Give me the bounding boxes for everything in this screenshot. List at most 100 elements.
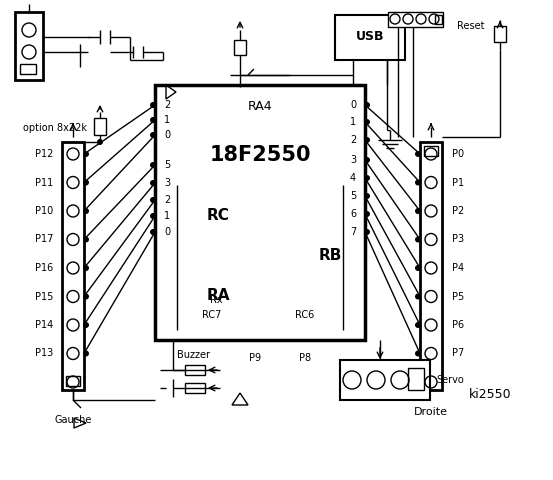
Text: P7: P7 — [452, 348, 464, 359]
Text: P9: P9 — [249, 353, 261, 363]
Circle shape — [150, 197, 156, 203]
Circle shape — [150, 180, 156, 186]
Circle shape — [415, 151, 421, 157]
Circle shape — [150, 229, 156, 235]
Text: 0: 0 — [164, 130, 170, 140]
Bar — [20, 64, 36, 74]
Text: 2: 2 — [164, 100, 170, 110]
Bar — [15, 12, 43, 80]
Circle shape — [150, 117, 156, 123]
Circle shape — [364, 119, 370, 125]
Text: 6: 6 — [350, 209, 356, 219]
Bar — [155, 85, 365, 340]
Text: P12: P12 — [35, 149, 53, 159]
Bar — [335, 15, 405, 60]
Text: Rx: Rx — [210, 295, 223, 305]
Text: 5: 5 — [350, 191, 356, 201]
Bar — [66, 376, 80, 386]
Bar — [420, 142, 442, 390]
Text: 5: 5 — [164, 160, 170, 170]
Circle shape — [415, 208, 421, 214]
Bar — [408, 368, 424, 390]
Bar — [494, 26, 506, 42]
Circle shape — [150, 102, 156, 108]
Circle shape — [415, 322, 421, 328]
Text: option 8x22k: option 8x22k — [23, 123, 87, 133]
Text: P5: P5 — [452, 291, 464, 301]
Text: 4: 4 — [350, 173, 356, 183]
Text: P6: P6 — [452, 320, 464, 330]
Text: P4: P4 — [452, 263, 464, 273]
Bar — [62, 142, 84, 390]
Text: Servo: Servo — [436, 375, 464, 385]
Circle shape — [415, 237, 421, 242]
Text: USB: USB — [356, 31, 384, 44]
Text: P13: P13 — [35, 348, 53, 359]
Text: 1: 1 — [164, 211, 170, 221]
Text: RC6: RC6 — [295, 310, 314, 320]
Circle shape — [415, 350, 421, 357]
Text: P11: P11 — [35, 178, 53, 188]
Text: P14: P14 — [35, 320, 53, 330]
Circle shape — [364, 229, 370, 235]
Bar — [435, 15, 442, 24]
Text: P2: P2 — [452, 206, 464, 216]
Circle shape — [364, 193, 370, 199]
Text: Gauche: Gauche — [54, 415, 92, 425]
Text: 3: 3 — [164, 178, 170, 188]
Text: P0: P0 — [452, 149, 464, 159]
Text: RA4: RA4 — [248, 100, 272, 113]
Bar — [94, 118, 106, 135]
Text: 18F2550: 18F2550 — [209, 145, 311, 165]
Circle shape — [415, 293, 421, 300]
Text: P3: P3 — [452, 235, 464, 244]
Text: Reset: Reset — [457, 21, 485, 31]
Bar — [340, 360, 430, 400]
Circle shape — [83, 265, 89, 271]
Text: RC7: RC7 — [202, 310, 221, 320]
Circle shape — [415, 265, 421, 271]
Circle shape — [83, 322, 89, 328]
Text: 0: 0 — [164, 227, 170, 237]
Circle shape — [150, 213, 156, 219]
Circle shape — [364, 175, 370, 181]
Circle shape — [83, 180, 89, 185]
Bar — [424, 146, 438, 156]
Text: 2: 2 — [350, 135, 356, 145]
Text: 0: 0 — [350, 100, 356, 110]
Bar — [185, 365, 205, 375]
Text: RA: RA — [207, 288, 231, 302]
Circle shape — [364, 102, 370, 108]
Text: P15: P15 — [35, 291, 53, 301]
Text: 7: 7 — [350, 227, 356, 237]
Circle shape — [364, 137, 370, 143]
Text: P16: P16 — [35, 263, 53, 273]
Circle shape — [150, 132, 156, 138]
Circle shape — [83, 208, 89, 214]
Text: P8: P8 — [299, 353, 311, 363]
Bar — [234, 40, 246, 55]
Text: P10: P10 — [35, 206, 53, 216]
Text: RB: RB — [319, 248, 342, 263]
Circle shape — [97, 139, 103, 145]
Circle shape — [83, 350, 89, 357]
Text: 3: 3 — [350, 155, 356, 165]
Circle shape — [364, 211, 370, 217]
Text: 1: 1 — [350, 117, 356, 127]
Text: P17: P17 — [35, 235, 53, 244]
Text: RC: RC — [207, 207, 230, 223]
Text: Droite: Droite — [414, 407, 448, 417]
Circle shape — [415, 180, 421, 185]
Circle shape — [83, 151, 89, 157]
Circle shape — [83, 293, 89, 300]
Circle shape — [150, 162, 156, 168]
Circle shape — [364, 157, 370, 163]
Bar — [185, 383, 205, 393]
Text: 2: 2 — [164, 195, 170, 205]
Text: P1: P1 — [452, 178, 464, 188]
Text: 1: 1 — [164, 115, 170, 125]
Bar — [388, 12, 443, 27]
Circle shape — [83, 237, 89, 242]
Text: Buzzer: Buzzer — [176, 350, 210, 360]
Text: ki2550: ki2550 — [469, 388, 512, 401]
